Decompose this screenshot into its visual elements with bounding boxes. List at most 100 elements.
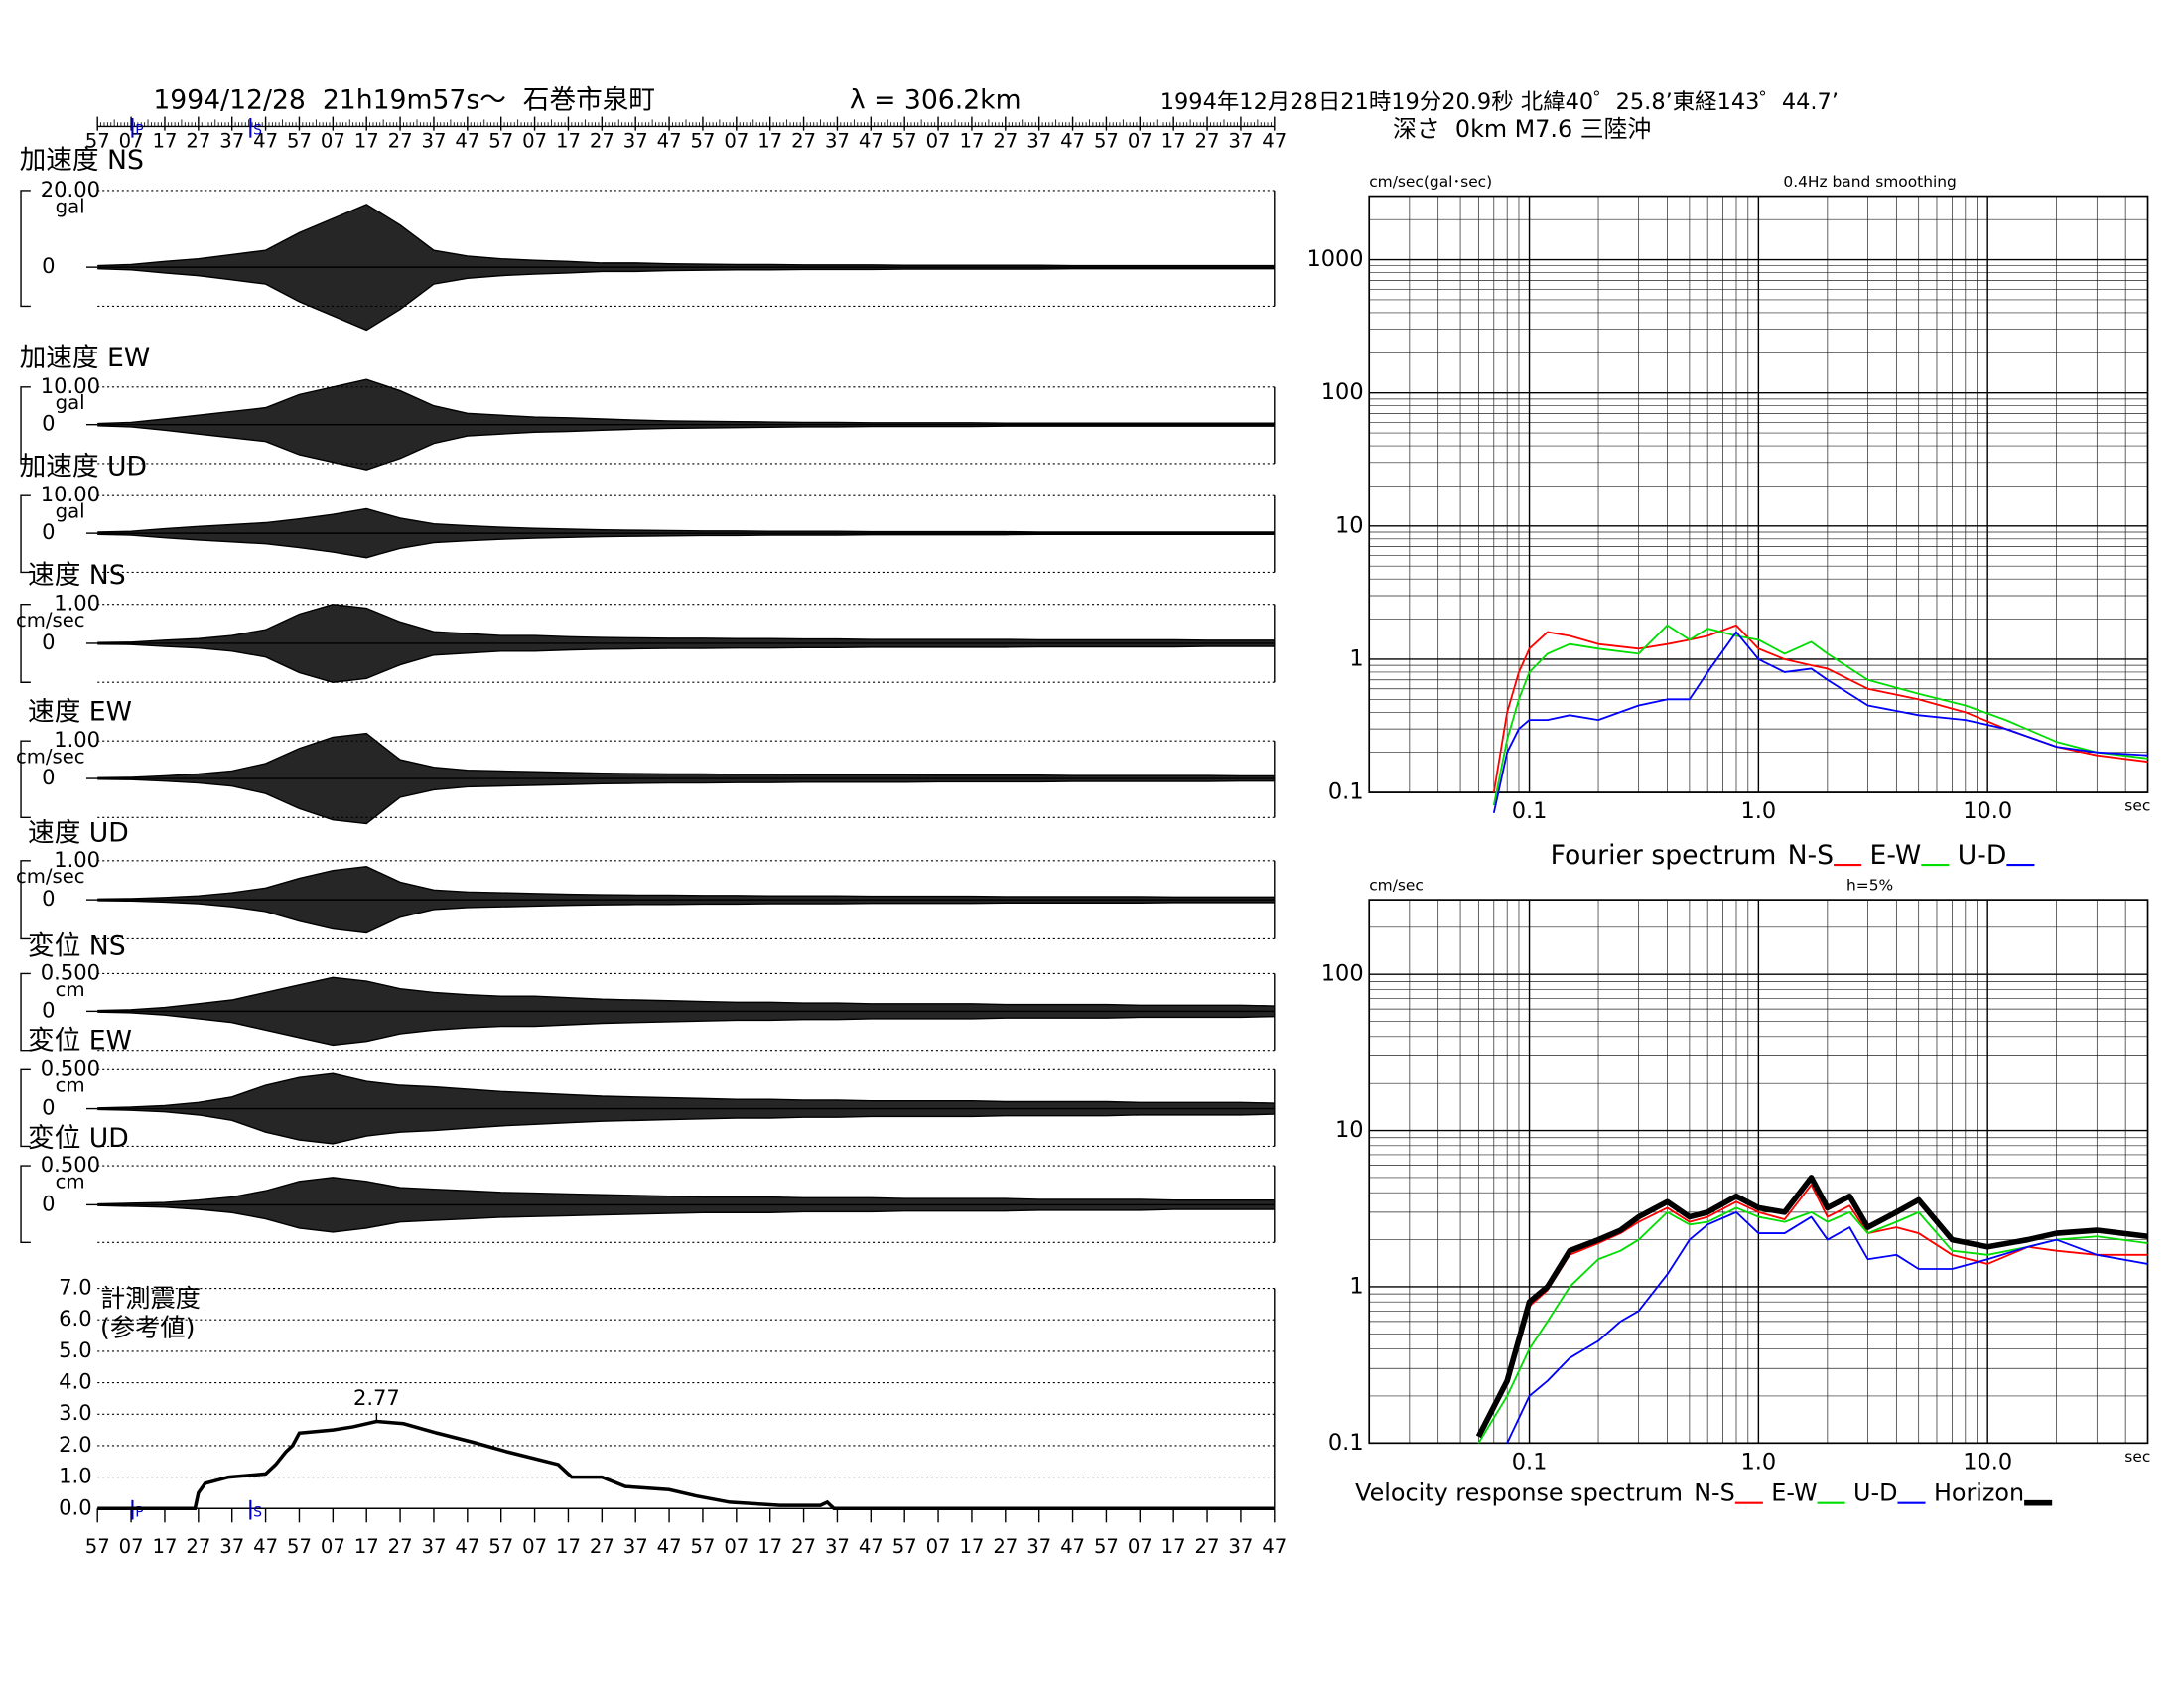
y-tick-label: 100 <box>1321 379 1364 405</box>
trace-unit: gal <box>56 500 85 523</box>
legend-label: E-W <box>1870 840 1922 871</box>
envelope-upper <box>97 732 1275 778</box>
envelope-upper <box>97 866 1275 901</box>
x-tick-label: 47 <box>1262 1535 1287 1558</box>
x-tick-label: 27 <box>388 1535 413 1558</box>
legend-label: N-S <box>1694 1479 1735 1507</box>
x-tick-label: 37 <box>623 1535 648 1558</box>
envelope-lower <box>97 643 1275 683</box>
x-tick-label: 07 <box>522 129 547 152</box>
y-tick-label: 20.00 <box>41 177 100 202</box>
x-tick-label: 17 <box>959 1535 984 1558</box>
x-tick-label: 47 <box>859 129 884 152</box>
x-tick-label: 37 <box>825 129 850 152</box>
trace-bracket <box>20 740 31 819</box>
y-tick-label: 0 <box>42 765 55 789</box>
trace-unit: cm/sec <box>16 865 85 888</box>
x-tick-label: 0.1 <box>1512 798 1548 824</box>
x-tick-label: 27 <box>590 1535 614 1558</box>
y-tick-label: 10.00 <box>41 373 100 398</box>
x-tick-label: 27 <box>791 129 816 152</box>
y-tick-label: 2.0 <box>59 1432 91 1457</box>
envelope-upper <box>97 976 1275 1012</box>
y-tick-label: 100 <box>1321 961 1364 987</box>
trace-name: 速度 EW <box>28 697 132 728</box>
envelope-lower <box>97 267 1275 332</box>
y-tick-label: 4.0 <box>59 1369 91 1394</box>
phase-label: P <box>135 1504 143 1520</box>
spectrum-line <box>1477 1184 2148 1438</box>
trace-name: 変位 EW <box>28 1026 132 1056</box>
x-tick-label: 47 <box>657 129 682 152</box>
trace-unit: gal <box>56 195 85 217</box>
spectrum-line <box>1506 1210 2148 1444</box>
y-tick-label: 0.0 <box>59 1494 91 1519</box>
x-tick-label: 27 <box>791 1535 816 1558</box>
y-tick-label: 0 <box>42 253 55 278</box>
x-tick-label: 27 <box>186 1535 210 1558</box>
y-tick-label: 0.500 <box>41 1055 100 1080</box>
x-tick-label: 57 <box>1094 1535 1119 1558</box>
x-tick-label: 37 <box>1026 1535 1051 1558</box>
x-tick-label: 07 <box>119 1535 144 1558</box>
trace-name: 変位 UD <box>28 1123 129 1154</box>
trace-unit: cm <box>56 978 85 1001</box>
envelope-lower <box>97 778 1275 825</box>
envelope-lower <box>97 1108 1275 1145</box>
y-tick-label: 1 <box>1349 645 1363 671</box>
legend-title: Velocity response spectrum <box>1355 1479 1683 1507</box>
x-tick-label: 17 <box>556 129 581 152</box>
x-tick-label: 1.0 <box>1741 798 1777 824</box>
x-tick-label: 57 <box>287 1535 312 1558</box>
spectrum-line <box>1492 624 2148 793</box>
trace-unit: gal <box>56 391 85 414</box>
y-tick-label: 1 <box>1349 1273 1363 1299</box>
x-tick-label: 57 <box>690 129 715 152</box>
x-tick-label: 47 <box>1060 129 1085 152</box>
x-tick-label: 17 <box>556 1535 581 1558</box>
x-tick-label: 07 <box>724 129 749 152</box>
envelope-lower <box>97 900 1275 934</box>
legend-label: N-S <box>1788 840 1834 871</box>
x-tick-label: 57 <box>85 1535 110 1558</box>
envelope-lower <box>97 1204 1275 1233</box>
trace-bracket <box>20 972 31 1052</box>
trace-bracket <box>20 494 31 574</box>
x-tick-label: 07 <box>724 1535 749 1558</box>
x-tick-label: 27 <box>993 129 1018 152</box>
x-tick-label: 07 <box>321 1535 345 1558</box>
legend-label: U-D <box>1853 1479 1897 1507</box>
trace-bracket <box>20 190 31 308</box>
header-depth: 深さ 0km M7.6 三陸沖 <box>1393 115 1651 143</box>
trace-bracket <box>20 386 31 465</box>
plot-frame <box>1368 195 2149 793</box>
x-tick-label: 37 <box>1026 129 1051 152</box>
plot-frame <box>1368 899 2149 1445</box>
y-tick-label: 0 <box>42 1191 55 1215</box>
envelope-lower <box>97 533 1275 559</box>
x-tick-label: 37 <box>1228 1535 1253 1558</box>
x-tick-label: 27 <box>993 1535 1018 1558</box>
y-tick-label: 0.1 <box>1328 1430 1364 1456</box>
y-axis-label: cm/sec <box>1369 877 1424 895</box>
x-tick-label: 47 <box>455 1535 479 1558</box>
y-tick-label: 0 <box>42 997 55 1022</box>
envelope-upper <box>97 1072 1275 1109</box>
y-tick-label: 10 <box>1335 1117 1364 1143</box>
x-tick-label: 17 <box>959 129 984 152</box>
x-tick-label: 57 <box>488 129 513 152</box>
trace-name: 速度 NS <box>28 560 126 591</box>
y-tick-label: 10 <box>1335 512 1364 538</box>
trace-name: 速度 UD <box>28 818 129 849</box>
trace-name: 加速度 UD <box>20 452 147 483</box>
phase-label: S <box>253 123 262 139</box>
x-tick-label: 57 <box>892 129 917 152</box>
x-tick-label: 27 <box>1195 1535 1220 1558</box>
x-tick-label: 37 <box>219 129 244 152</box>
trace-bracket <box>20 860 31 940</box>
y-tick-label: 0 <box>42 886 55 911</box>
y-tick-label: 6.0 <box>59 1306 91 1331</box>
y-tick-label: 0 <box>42 630 55 654</box>
x-tick-label: 0.1 <box>1512 1449 1548 1475</box>
